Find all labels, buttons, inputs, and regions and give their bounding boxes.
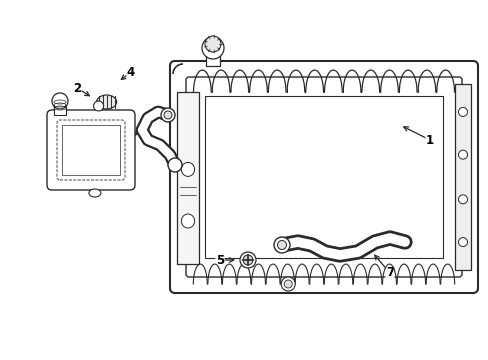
Text: 5: 5 — [215, 253, 224, 266]
Bar — [454, 84, 470, 270]
Circle shape — [458, 107, 467, 116]
Circle shape — [202, 37, 224, 59]
Circle shape — [281, 277, 295, 291]
Circle shape — [277, 240, 286, 249]
Ellipse shape — [181, 162, 194, 176]
Text: 3: 3 — [201, 41, 209, 54]
Circle shape — [458, 195, 467, 204]
FancyBboxPatch shape — [170, 61, 477, 293]
Circle shape — [243, 255, 252, 265]
FancyBboxPatch shape — [185, 77, 461, 277]
Circle shape — [284, 280, 292, 288]
Ellipse shape — [97, 95, 116, 109]
Bar — [54, 105, 66, 115]
Bar — [177, 92, 199, 264]
Circle shape — [204, 36, 221, 52]
Text: 1: 1 — [425, 134, 433, 147]
Circle shape — [163, 111, 172, 119]
Text: 6: 6 — [122, 129, 130, 141]
Bar — [205, 52, 220, 66]
Circle shape — [52, 93, 68, 109]
Circle shape — [240, 252, 256, 268]
Text: 2: 2 — [73, 81, 81, 95]
Circle shape — [458, 150, 467, 159]
Bar — [204, 96, 442, 258]
Ellipse shape — [89, 189, 101, 197]
Circle shape — [273, 237, 289, 253]
Circle shape — [161, 108, 175, 122]
Bar — [62, 125, 120, 175]
Ellipse shape — [181, 214, 194, 228]
Circle shape — [168, 158, 182, 172]
Text: 4: 4 — [126, 66, 135, 78]
FancyBboxPatch shape — [47, 110, 135, 190]
Text: 7: 7 — [385, 266, 393, 279]
Circle shape — [458, 238, 467, 247]
Circle shape — [93, 101, 103, 111]
